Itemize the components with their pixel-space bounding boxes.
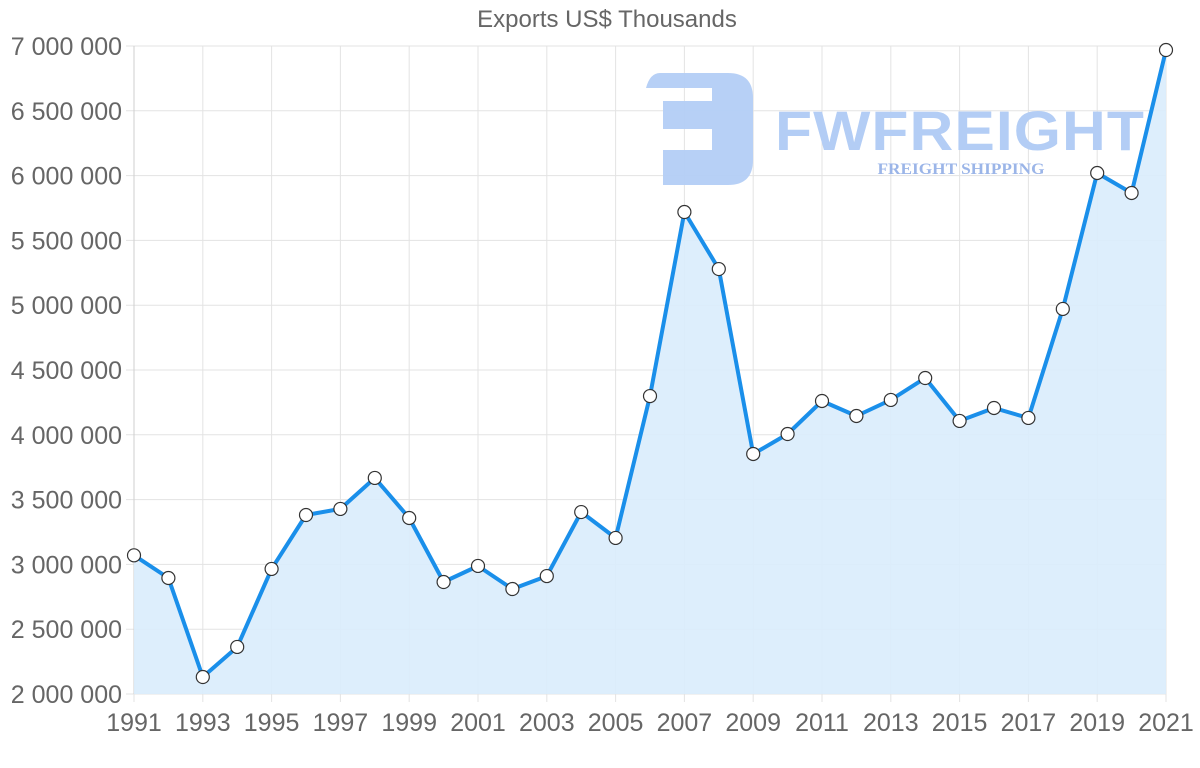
data-point-2014[interactable] <box>918 370 933 386</box>
y-axis: 2 000 000 2 500 000 3 000 000 3 500 000 4 00… <box>11 33 122 709</box>
data-point-2000[interactable] <box>436 574 451 590</box>
data-point-2007[interactable] <box>677 204 692 220</box>
data-point-2017[interactable] <box>1021 410 1036 426</box>
data-point-1997[interactable] <box>333 501 348 517</box>
data-point-2008[interactable] <box>711 261 726 277</box>
data-points <box>126 42 1174 685</box>
data-point-1996[interactable] <box>298 507 314 523</box>
data-point-1993[interactable] <box>195 669 210 685</box>
data-point-2012[interactable] <box>849 408 864 424</box>
y-tick-label: 2 000 000 <box>11 681 122 709</box>
data-point-1999[interactable] <box>402 510 417 526</box>
data-point-2015[interactable] <box>952 413 967 429</box>
x-tick-label: 1999 <box>381 709 437 737</box>
watermark-tagline: FREIGHT SHIPPING <box>878 161 1046 178</box>
data-point-2004[interactable] <box>574 504 589 520</box>
y-tick-label: 3 500 000 <box>11 487 122 515</box>
data-point-1991[interactable] <box>126 548 142 563</box>
data-point-2011[interactable] <box>814 393 830 409</box>
x-tick-label: 2005 <box>588 709 644 737</box>
x-tick-label: 2013 <box>863 709 919 737</box>
data-point-2002[interactable] <box>505 581 520 597</box>
x-tick-label: 1991 <box>106 709 162 737</box>
x-tick-label: 2001 <box>450 709 506 737</box>
y-tick-label: 2 500 000 <box>11 616 122 644</box>
area-fill <box>134 50 1166 694</box>
data-point-2010[interactable] <box>780 426 795 442</box>
y-tick-label: 3 000 000 <box>11 551 122 579</box>
data-point-2003[interactable] <box>539 568 554 584</box>
fw-logo-icon <box>646 73 753 185</box>
data-point-1994[interactable] <box>230 639 245 655</box>
data-point-2019[interactable] <box>1090 165 1105 181</box>
data-point-2020[interactable] <box>1124 185 1139 201</box>
x-tick-label: 2009 <box>725 709 781 737</box>
y-tick-label: 5 000 000 <box>11 292 122 320</box>
x-tick-label: 1995 <box>244 709 300 737</box>
x-tick-label: 1993 <box>175 709 231 737</box>
data-point-2016[interactable] <box>986 400 1002 416</box>
data-point-2001[interactable] <box>470 558 486 574</box>
data-point-2005[interactable] <box>608 530 623 546</box>
data-point-2021[interactable] <box>1158 42 1174 58</box>
data-point-1992[interactable] <box>161 570 176 586</box>
y-tick-label: 5 500 000 <box>11 227 122 255</box>
data-point-1995[interactable] <box>264 561 279 577</box>
data-point-2018[interactable] <box>1055 301 1070 317</box>
x-tick-label: 1997 <box>313 709 369 737</box>
data-point-2013[interactable] <box>883 392 898 408</box>
x-tick-label: 2003 <box>519 709 575 737</box>
x-axis: 1991 1993 1995 1997 1999 2001 2003 2005 2007 2009… <box>106 709 1194 737</box>
x-tick-label: 2017 <box>1001 709 1057 737</box>
y-tick-label: 4 000 000 <box>11 422 122 450</box>
x-tick-label: 2019 <box>1069 709 1125 737</box>
data-point-2006[interactable] <box>642 388 658 404</box>
y-tick-label: 4 500 000 <box>11 357 122 385</box>
y-tick-label: 6 500 000 <box>11 98 122 126</box>
x-tick-label: 2007 <box>657 709 713 737</box>
x-tick-label: 2021 <box>1138 709 1194 737</box>
chart-title: Exports US$ Thousands <box>477 6 737 33</box>
y-tick-label: 6 000 000 <box>11 163 122 191</box>
watermark: FWFREIGHT FREIGHT SHIPPING <box>646 73 1145 185</box>
y-tick-label: 7 000 000 <box>11 33 122 61</box>
x-tick-label: 2011 <box>795 709 849 737</box>
x-tick-label: 2015 <box>932 709 988 737</box>
watermark-brand: FWFREIGHT <box>775 99 1145 162</box>
data-point-2009[interactable] <box>746 446 761 462</box>
data-point-1998[interactable] <box>367 470 382 486</box>
